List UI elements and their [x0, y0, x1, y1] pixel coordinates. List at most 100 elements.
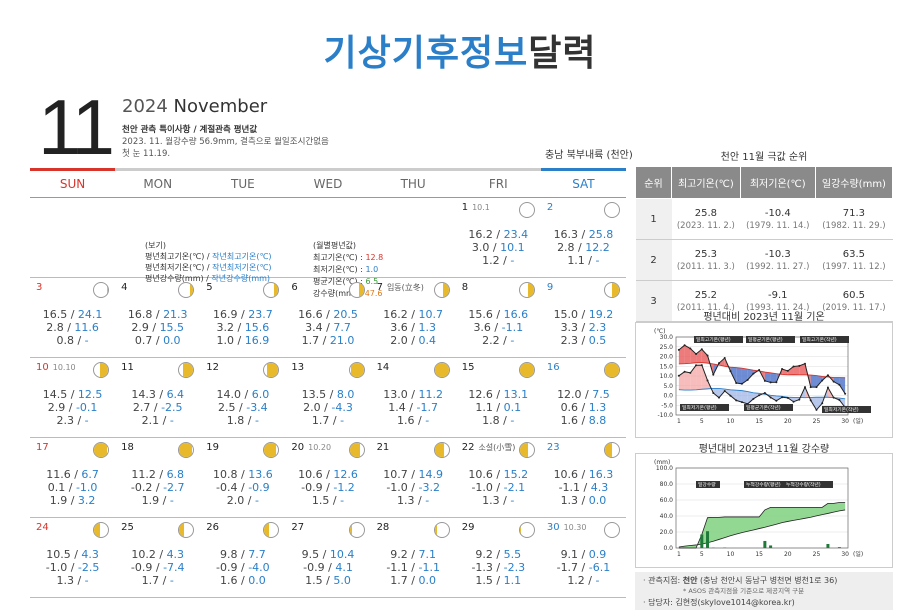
max-temp-last-year: 8.0 [336, 388, 355, 401]
min-temp-line: -1.0 / -2.5 [30, 561, 115, 574]
legend-last-year: 작년강수량(mm) [211, 274, 271, 283]
precip-normal: 1.8 / [226, 414, 255, 427]
day-cell: 21 10.7 / 14.9 -1.0 / -3.2 1.3 / - [371, 438, 456, 517]
precip-line: 0.8 / - [30, 334, 115, 347]
y-tick-label: 20.0 [660, 354, 674, 361]
day-values: 16.8 / 21.3 2.9 / 15.5 0.7 / 0.0 [115, 308, 200, 347]
day-number: 1 10.1 [462, 202, 490, 213]
legend-last-year: 작년최고기온(℃) [212, 252, 272, 261]
max-temp-last-year: 24.1 [77, 308, 103, 321]
min-temp-last-year: 4.1 [335, 561, 353, 574]
min-temp-last-year: -2.5 [161, 401, 183, 414]
max-temp-normal: 13.0 / [383, 388, 419, 401]
chart-annotation: 일최저기온(평년) [680, 404, 729, 411]
max-temp-line: 10.8 / 13.6 [200, 468, 285, 481]
precip-line: 1.9 / - [115, 494, 200, 507]
footnote: * ASOS 관측지점을 기준으로 제공지역 구분 [683, 587, 805, 595]
max-temp-normal: 10.7 / [383, 468, 419, 481]
plot-frame [675, 467, 849, 549]
day-cell: 18 11.2 / 6.8 -0.2 / -2.7 1.9 / - [115, 438, 200, 517]
max-temp-last-year: 23.4 [503, 228, 529, 241]
min-temp-last-year: -0.1 [75, 401, 98, 414]
x-tick-label: 15 [755, 418, 763, 425]
chart-annotation: 일최고기온(평년) [694, 336, 743, 343]
min-temp-line: -1.3 / -2.3 [456, 561, 541, 574]
min-temp-line: 2.9 / -0.1 [30, 401, 115, 414]
moon-lit [190, 283, 194, 297]
min-temp-normal: -1.7 / [556, 561, 589, 574]
day-value: 10 [36, 362, 49, 373]
day-number: 13 [291, 362, 304, 373]
day-cell: 19 10.8 / 13.6 -0.4 / -0.9 2.0 / - [200, 438, 285, 517]
max-temp-last-year: 13.6 [248, 468, 273, 481]
x-tick-label: 1 [677, 418, 681, 425]
day-value: 21 [376, 442, 390, 453]
max-temp-line: 15.6 / 16.6 [456, 308, 541, 321]
ranking-header: 일강수량(mm) [814, 166, 894, 199]
max-temp-normal: 14.5 / [42, 388, 78, 401]
annotation-text: 누적강수량(작년) [786, 481, 821, 488]
chart-annotation: 일평균기온(작년) [744, 404, 793, 411]
day-values: 9.2 / 5.5 -1.3 / -2.3 1.5 / 1.1 [456, 548, 541, 587]
data-point [735, 382, 738, 385]
data-point [826, 374, 829, 377]
precip-normal: 1.3 / [397, 494, 426, 507]
precip-line: 1.7 / 21.0 [285, 334, 370, 347]
annotation-text: 누적강수량(평년) [746, 481, 781, 488]
min-temp-last-year: -4.3 [331, 401, 353, 414]
min-temp-normal: -0.9 / [301, 481, 334, 494]
day-number: 14 [377, 362, 390, 373]
y-tick-label: 25.0 [660, 344, 674, 351]
precip-normal: 1.3 / [560, 494, 589, 507]
min-diff-band [799, 387, 805, 400]
min-temp-normal: -1.1 / [558, 481, 591, 494]
min-temp-normal: 1.4 / [388, 401, 417, 414]
data-point [746, 378, 749, 381]
min-temp-last-year: -7.4 [163, 561, 185, 574]
page-title: 기상기후정보달력 [0, 24, 920, 76]
max-temp-last-year: 25.8 [588, 228, 614, 241]
x-tick-label: 20 [784, 551, 792, 558]
monthly-value: 47.6 [364, 289, 383, 298]
moon-phase-icon [93, 282, 110, 298]
min-temp-last-year: 1.3 [418, 321, 436, 334]
moon-lit [94, 443, 108, 457]
moon-phase-icon [348, 362, 365, 378]
day-value: 9 [546, 282, 554, 293]
temp-chart-svg: (℃)30.025.020.015.010.05.00.0-5.0-10.01 5… [654, 328, 871, 425]
day-values: 10.6 / 16.3 -1.1 / 4.3 1.3 / 0.0 [541, 468, 626, 507]
max-temp-normal: 16.5 / [42, 308, 78, 321]
max-temp-normal: 12.0 / [557, 388, 593, 401]
data-point [775, 399, 778, 402]
annotation-text: 일평균기온(평년) [748, 336, 783, 343]
moon-phase-icon [93, 442, 110, 458]
precip-normal: 1.1 / [567, 254, 596, 267]
moon-phase-icon [348, 282, 365, 298]
day-values: 15.6 / 16.6 3.6 / -1.1 2.2 / - [456, 308, 541, 347]
max-temp-last-year: 23.7 [248, 308, 273, 321]
precip-last-year: - [84, 414, 89, 427]
precip-normal: 2.0 / [390, 334, 419, 347]
min-temp-last-year: 15.6 [244, 321, 270, 334]
min-temp-last-year: -2.3 [503, 561, 526, 574]
moon-phase-icon [518, 442, 535, 458]
max-temp-value: 25.8 [694, 207, 717, 219]
day-number: 22 소설(小雪) [462, 442, 516, 453]
x-tick-label: 1 [677, 551, 681, 558]
annotation-box [800, 336, 849, 343]
legend-normal: 평년강수량(mm) / [145, 274, 212, 283]
day-number: 29 [462, 522, 475, 533]
data-point [752, 397, 755, 400]
day-values: 10.2 / 4.3 -0.9 / -7.4 1.7 / - [115, 548, 200, 587]
day-value: 24 [36, 522, 49, 533]
weekday-sun: SUN [30, 168, 116, 197]
moon-phase-icon [263, 282, 280, 298]
max-temp-line: 10.7 / 14.9 [371, 468, 456, 481]
max-temp-last-year: 16.6 [503, 308, 529, 321]
station-detail: (충남 천안시 동남구 병천면 병천1로 36) [697, 576, 838, 585]
max-temp-normal: 16.9 / [213, 308, 249, 321]
max-temp-last-year: 10.7 [418, 308, 443, 321]
ranking-row: 2 25.3 (2011. 11. 3.) -10.3 (1992. 11. 27.) 6… [635, 239, 893, 281]
max-temp-last-year: 14.9 [418, 468, 443, 481]
min-diff-band [827, 387, 834, 398]
